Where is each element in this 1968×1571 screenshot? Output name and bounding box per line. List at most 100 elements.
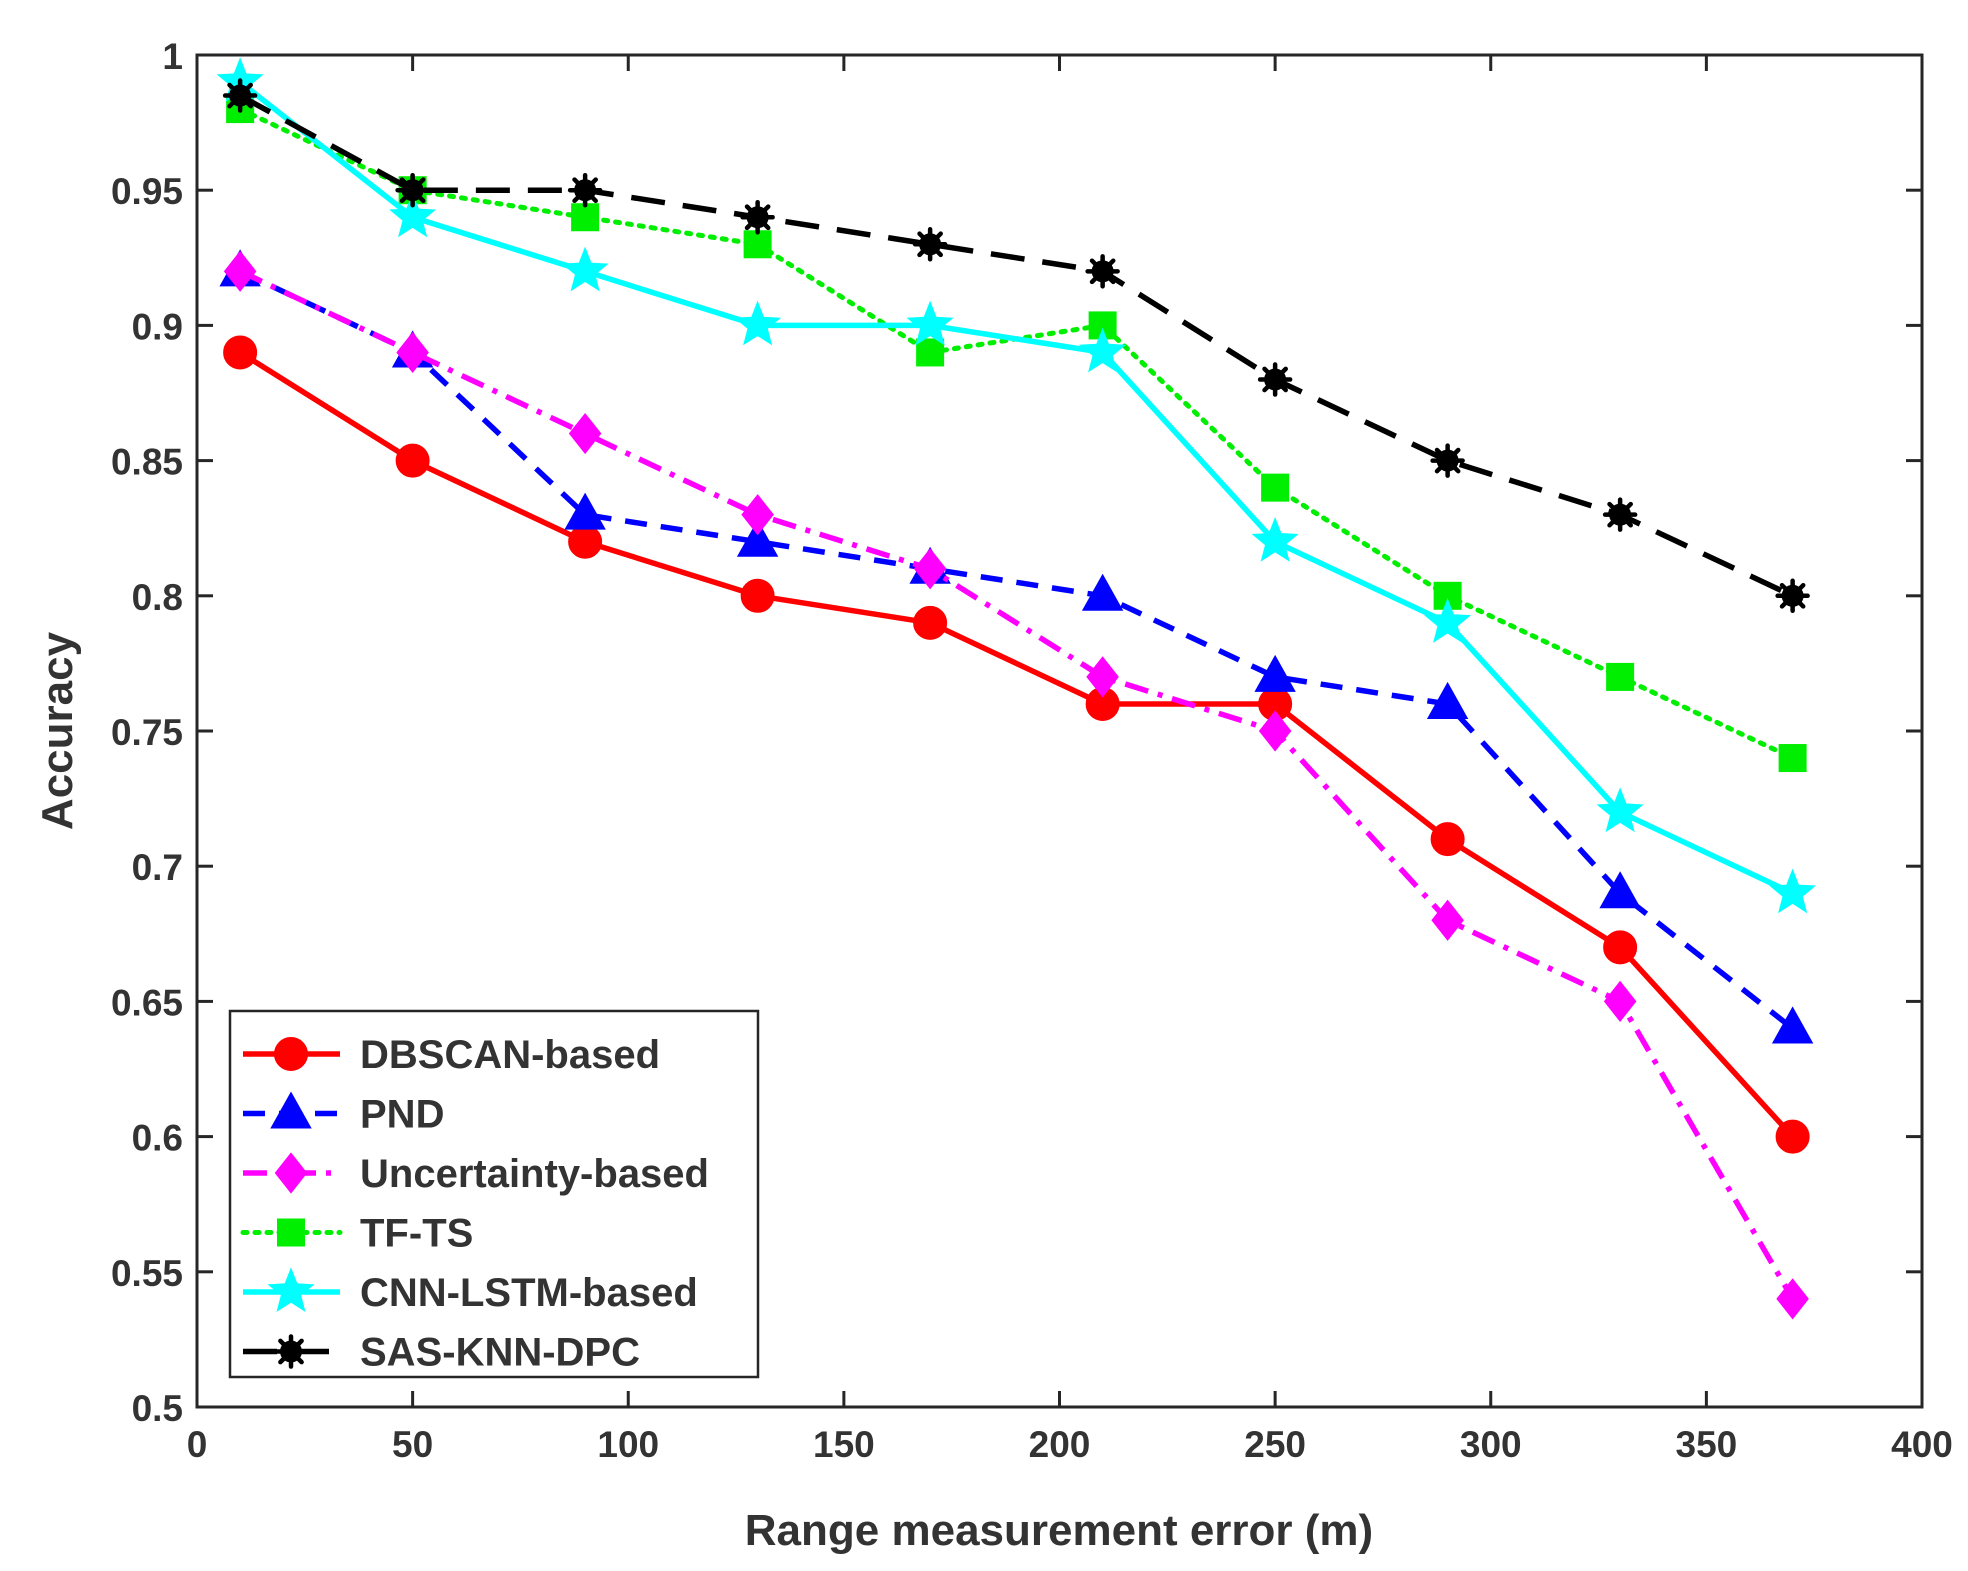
data-point (568, 412, 602, 455)
series-line (238, 93, 1794, 599)
x-tick-label: 50 (392, 1424, 433, 1465)
series-line (238, 268, 1795, 1031)
data-point (1769, 868, 1817, 914)
legend-entry: DBSCAN-based (243, 1033, 660, 1077)
data-point (1596, 787, 1644, 833)
data-point (734, 300, 782, 346)
data-point (389, 192, 437, 238)
data-point (395, 443, 430, 478)
legend-entry: CNN-LSTM-based (243, 1267, 698, 1315)
data-point (1079, 327, 1127, 373)
legend-entry: SAS-KNN-DPC (243, 1331, 640, 1375)
legend-marker (274, 1152, 308, 1194)
data-point (1430, 822, 1465, 857)
data-point (223, 335, 258, 370)
x-tick-label: 0 (187, 1424, 208, 1465)
data-point (1603, 930, 1638, 965)
data-point (1431, 899, 1464, 941)
data-point (1251, 516, 1299, 562)
x-axis-label: Range measurement error (m) (745, 1506, 1373, 1555)
series-line (238, 350, 1795, 1139)
y-tick-label: 0.5 (132, 1388, 183, 1429)
data-point (1257, 362, 1293, 397)
y-tick-label: 1 (162, 36, 183, 77)
legend-label: Uncertainty-based (360, 1152, 709, 1196)
data-point (1430, 443, 1465, 478)
data-point (913, 605, 948, 640)
legend-label: PND (360, 1093, 444, 1137)
data-point (912, 227, 948, 262)
data-point (1085, 254, 1120, 289)
series-2 (223, 250, 1809, 1320)
data-point (741, 494, 774, 536)
data-point (567, 172, 603, 208)
legend-label: CNN-LSTM-based (360, 1271, 698, 1315)
data-point (1424, 598, 1472, 643)
x-tick-label: 350 (1676, 1424, 1738, 1465)
data-point (1254, 654, 1296, 692)
data-point (223, 250, 257, 292)
legend-entry: Uncertainty-based (243, 1152, 709, 1196)
series-line (238, 268, 1795, 1301)
x-tick-label: 150 (813, 1424, 875, 1465)
data-point (906, 300, 954, 346)
legend: DBSCAN-based PND Uncertainty-based TF-TS CNN… (228, 1009, 760, 1379)
data-point (916, 338, 945, 367)
legend-marker (277, 1218, 305, 1247)
data-point (1426, 681, 1469, 719)
data-point (568, 524, 603, 559)
series-5 (222, 78, 1810, 614)
legend-label: SAS-KNN-DPC (360, 1331, 640, 1375)
data-point (571, 203, 600, 232)
data-point (1086, 656, 1119, 698)
data-point (1771, 1006, 1814, 1044)
y-tick-label: 0.65 (111, 982, 183, 1023)
legend-marker (274, 1037, 308, 1071)
legend-marker (270, 1091, 312, 1129)
data-point (564, 492, 606, 530)
data-point (561, 246, 609, 292)
data-point (1603, 980, 1637, 1023)
x-tick-label: 400 (1891, 1424, 1953, 1465)
x-axis: 0 50 100 150 200 250 300 350 400 (187, 55, 1953, 1465)
data-point (396, 331, 429, 374)
legend-entry: PND (243, 1091, 444, 1137)
data-point (1775, 1119, 1810, 1154)
y-tick-label: 0.85 (111, 442, 183, 483)
data-point (740, 578, 775, 613)
legend-marker (267, 1267, 315, 1313)
series-4 (216, 57, 1817, 914)
data-point (1081, 573, 1124, 611)
y-tick-label: 0.8 (132, 577, 183, 618)
data-point (1776, 1278, 1809, 1320)
data-point (1775, 578, 1810, 614)
y-axis-label: Accuracy (33, 631, 82, 830)
data-point (395, 172, 430, 208)
y-tick-label: 0.55 (111, 1253, 183, 1294)
y-tick-label: 0.95 (111, 171, 183, 212)
data-point (740, 199, 775, 235)
y-tick-label: 0.75 (111, 712, 183, 753)
data-point (1261, 473, 1290, 502)
legend-label: TF-TS (360, 1212, 473, 1256)
data-point (1599, 871, 1641, 909)
data-point (1258, 710, 1292, 752)
legend-marker (273, 1334, 309, 1369)
x-tick-label: 200 (1029, 1424, 1091, 1465)
legend-box (228, 1009, 760, 1379)
y-tick-label: 0.7 (132, 847, 183, 888)
data-point (222, 78, 258, 113)
y-tick-label: 0.9 (132, 306, 183, 347)
x-tick-label: 250 (1244, 1424, 1306, 1465)
data-point (913, 548, 947, 590)
data-point (1602, 497, 1638, 532)
data-point (736, 519, 779, 557)
x-tick-label: 300 (1460, 1424, 1522, 1465)
y-axis: 0.5 0.55 0.6 0.65 0.7 0.75 0.8 0.85 0.9 0.95 1 (111, 36, 1922, 1429)
y-tick-label: 0.6 (132, 1118, 183, 1159)
legend-entry: TF-TS (240, 1212, 473, 1256)
data-point (1606, 662, 1635, 691)
legend-label: DBSCAN-based (360, 1033, 660, 1077)
series-line (238, 79, 1794, 896)
